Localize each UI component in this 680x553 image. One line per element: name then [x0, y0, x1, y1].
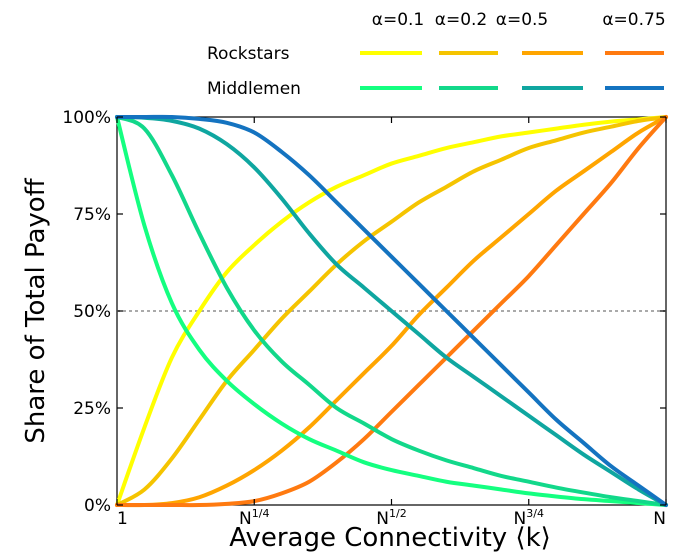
x-axis-label: Average Connectivity ⟨k⟩: [229, 523, 551, 553]
x-tick-exponent: 1/4: [252, 507, 270, 520]
series-line-rockstars-0p1: [115, 115, 668, 507]
x-axis-ticks: 1 N1/4 N1/2 N3/4 N: [116, 117, 667, 529]
series-line-rockstars-0p2: [115, 115, 668, 507]
y-tick-label: 25%: [73, 399, 111, 419]
series-line-middlemen-0p5: [115, 115, 668, 507]
x-tick-exponent: 3/4: [526, 507, 544, 520]
y-axis-label: Share of Total Payoff: [21, 177, 51, 443]
x-tick-exponent: 1/2: [389, 507, 407, 520]
series-line-rockstars-0p75: [115, 115, 668, 508]
y-axis-ticks: 0% 25% 50% 75% 100%: [62, 108, 666, 516]
legend-row-label-middlemen: Middlemen: [207, 79, 301, 99]
series-line-rockstars-0p5: [115, 115, 668, 508]
legend-alpha-header: α=0.1: [372, 10, 425, 30]
series-line-middlemen-0p2: [115, 115, 668, 507]
y-tick-label: 0%: [84, 496, 111, 516]
x-tick-label: N: [653, 509, 666, 529]
legend-alpha-header: α=0.5: [496, 10, 549, 30]
legend-alpha-header: α=0.75: [602, 10, 665, 30]
y-tick-label: 100%: [62, 108, 111, 128]
series-line-middlemen-0p1: [115, 115, 668, 507]
legend: α=0.1 α=0.2 α=0.5 α=0.75 Rockstars Middlemen: [207, 10, 666, 99]
x-tick-label: 1: [117, 509, 128, 529]
series-line-middlemen-0p75: [115, 114, 668, 507]
legend-row-label-rockstars: Rockstars: [207, 44, 290, 64]
y-tick-label: 50%: [73, 302, 111, 322]
legend-alpha-header: α=0.2: [435, 10, 488, 30]
series-layer: [115, 114, 668, 508]
y-tick-label: 75%: [73, 205, 111, 225]
